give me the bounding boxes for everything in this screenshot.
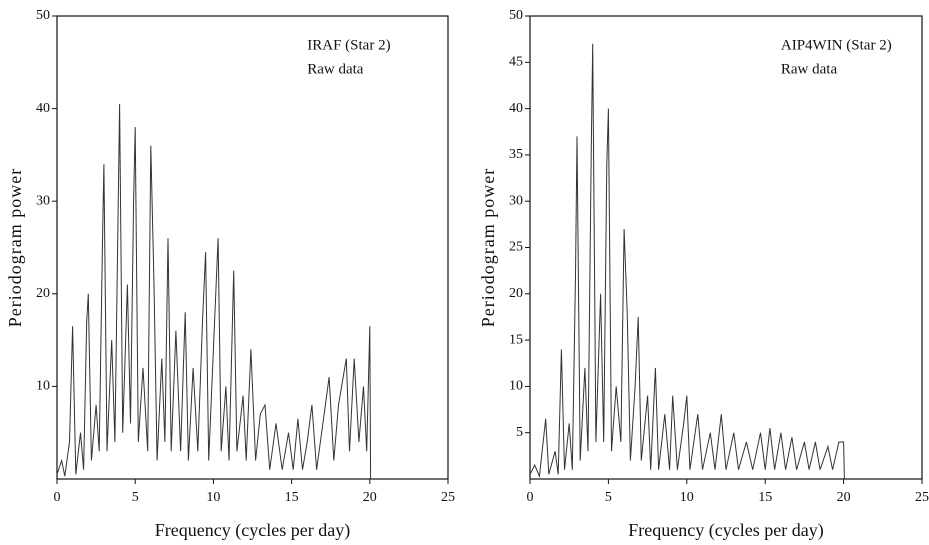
y-tick-label: 45 — [509, 55, 523, 70]
y-tick-label: 10 — [36, 379, 50, 394]
x-tick-label: 0 — [54, 490, 61, 505]
y-axis-title: Periodogram power — [5, 168, 25, 327]
data-line — [56, 103, 372, 480]
y-tick-label: 35 — [509, 147, 523, 162]
y-tick-label: 25 — [509, 240, 523, 255]
y-axis-title: Periodogram power — [478, 168, 498, 327]
x-tick-label: 10 — [680, 490, 694, 505]
x-tick-label: 20 — [363, 490, 377, 505]
x-tick-label: 20 — [837, 490, 851, 505]
x-tick-label: 5 — [605, 490, 612, 505]
y-tick-label: 50 — [36, 8, 50, 23]
annotation-subtitle: Raw data — [781, 61, 838, 77]
y-tick-label: 30 — [509, 193, 523, 208]
y-tick-label: 15 — [509, 332, 523, 347]
y-tick-label: 50 — [509, 8, 523, 23]
x-tick-label: 0 — [527, 490, 534, 505]
y-tick-label: 20 — [509, 286, 523, 301]
x-tick-label: 5 — [132, 490, 139, 505]
y-tick-label: 40 — [36, 101, 50, 116]
x-tick-label: 25 — [441, 490, 455, 505]
annotation-title: AIP4WIN (Star 2) — [781, 37, 892, 53]
annotation-subtitle: Raw data — [307, 61, 364, 77]
y-tick-label: 30 — [36, 193, 50, 208]
y-tick-label: 5 — [516, 425, 523, 440]
y-tick-label: 40 — [509, 101, 523, 116]
x-tick-label: 25 — [915, 490, 929, 505]
data-line — [529, 43, 845, 480]
x-axis-title: Frequency (cycles per day) — [628, 520, 823, 541]
y-tick-label: 20 — [36, 286, 50, 301]
plot-frame — [56, 15, 449, 480]
x-tick-label: 15 — [285, 490, 299, 505]
x-axis-title: Frequency (cycles per day) — [155, 520, 350, 541]
y-tick-label: 10 — [509, 379, 523, 394]
annotation-title: IRAF (Star 2) — [307, 37, 390, 53]
x-tick-label: 15 — [758, 490, 772, 505]
x-tick-label: 10 — [206, 490, 220, 505]
